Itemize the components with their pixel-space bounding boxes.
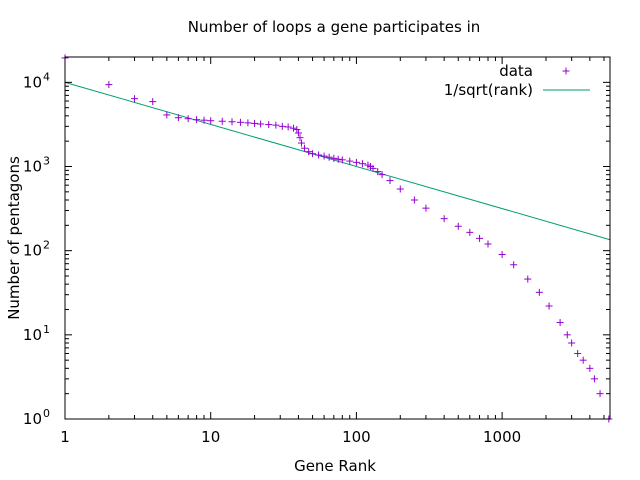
data-point (454, 222, 462, 230)
data-point (163, 111, 171, 119)
legend-label-data: data (499, 62, 533, 80)
data-point (320, 152, 328, 160)
plot-frame (64, 56, 611, 420)
data-point (309, 150, 317, 158)
data-point (378, 171, 386, 179)
data-point (293, 126, 301, 134)
data-point (386, 177, 394, 185)
data-point (556, 319, 564, 327)
y-axis-label: Number of pentagons (5, 156, 23, 320)
data-point (131, 95, 139, 103)
data-point (236, 118, 244, 126)
data-point (284, 123, 292, 131)
data-point (296, 134, 304, 142)
x-axis-label: Gene Rank (294, 457, 376, 475)
legend: data 1/sqrt(rank) (444, 62, 590, 99)
data-point (484, 240, 492, 248)
data-point (410, 196, 418, 204)
data-point (590, 375, 598, 383)
data-point (476, 234, 484, 242)
data-point (207, 117, 215, 125)
data-point (596, 390, 604, 398)
x-tick-label: 10 (201, 428, 220, 446)
data-point (289, 124, 297, 132)
data-point (358, 160, 366, 168)
data-point (174, 114, 182, 122)
data-point (193, 116, 201, 124)
legend-marker-data (562, 67, 570, 75)
data-point (184, 115, 192, 123)
data-point (568, 339, 576, 347)
x-tick-label: 1 (60, 428, 70, 446)
data-point (579, 356, 587, 364)
data-point (440, 215, 448, 223)
data-point (498, 251, 506, 259)
series-layer (61, 54, 613, 423)
legend-label-fit: 1/sqrt(rank) (444, 81, 533, 99)
data-point (574, 350, 582, 358)
data-point (510, 261, 518, 269)
data-point (305, 148, 313, 156)
y-tick-exponent: 3 (43, 155, 50, 168)
data-point (334, 155, 342, 163)
data-point (200, 116, 208, 124)
data-point (251, 119, 259, 127)
y-tick-label: 10 (23, 410, 42, 428)
x-tick-label: 1000 (483, 428, 521, 446)
data-point (352, 158, 360, 166)
data-point (466, 228, 474, 236)
data-point (422, 204, 430, 212)
x-tick-label: 100 (342, 428, 371, 446)
data-point (369, 164, 377, 172)
y-tick-label: 10 (23, 242, 42, 260)
data-point (278, 122, 286, 130)
data-point (535, 288, 543, 296)
data-point (257, 120, 265, 128)
data-point (563, 331, 571, 339)
data-point (374, 168, 382, 176)
data-point (244, 119, 252, 127)
data-point (272, 121, 280, 129)
data-point (294, 129, 302, 137)
data-point (338, 156, 346, 164)
data-point (586, 364, 594, 372)
y-tick-label: 10 (23, 73, 42, 91)
y-tick-exponent: 2 (43, 239, 50, 252)
y-tick-exponent: 4 (43, 70, 50, 83)
data-point (149, 98, 157, 106)
chart-title: Number of loops a gene participates in (188, 18, 481, 36)
data-point (346, 157, 354, 165)
data-point (545, 302, 553, 310)
fit-line (64, 81, 611, 241)
data-point (218, 117, 226, 125)
data-point (524, 275, 532, 283)
data-point (298, 139, 306, 147)
y-tick-exponent: 0 (43, 407, 50, 420)
data-point (300, 144, 308, 152)
data-point (105, 81, 113, 89)
data-point (228, 118, 236, 126)
data-point (315, 151, 323, 159)
y-tick-label: 10 (23, 158, 42, 176)
data-point (330, 154, 338, 162)
data-point (396, 185, 404, 193)
data-point (265, 121, 273, 129)
y-tick-label: 10 (23, 326, 42, 344)
data-point (325, 153, 333, 161)
y-tick-exponent: 1 (43, 323, 50, 336)
